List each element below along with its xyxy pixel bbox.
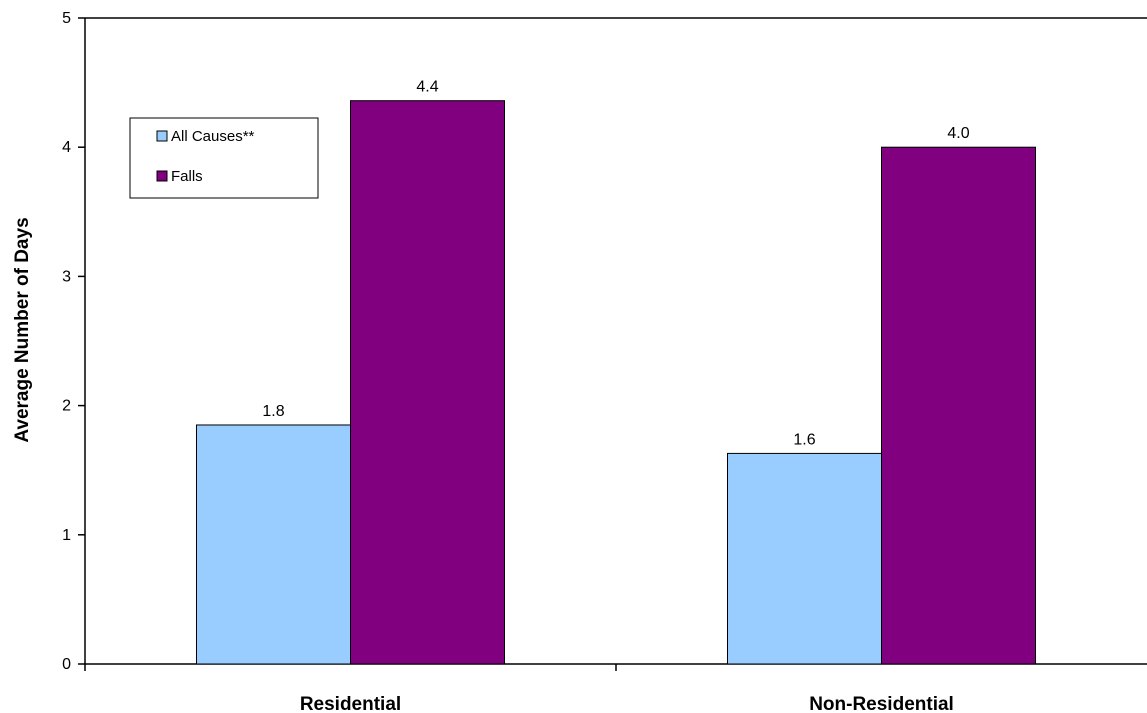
y-tick-label: 2 [62, 398, 71, 415]
data-label: 1.8 [262, 403, 284, 420]
bar-allcauses-nonresidential [727, 452, 882, 665]
plot-area: 0 1 2 3 4 5 1.8 4.4 Residential 1.6 4.0 Non-Residen… [62, 10, 1147, 713]
y-tick-label: 4 [62, 139, 71, 156]
y-tick-label: 1 [62, 527, 71, 544]
y-tick-label: 0 [62, 656, 71, 673]
y-axis-title: Average Number of Days [12, 217, 33, 442]
x-category-label: Non-Residential [809, 694, 954, 713]
bar-falls-nonresidential [881, 146, 1036, 665]
x-category-label: Residential [300, 694, 401, 713]
y-tick-label: 5 [62, 10, 71, 27]
legend-label: Falls [171, 168, 203, 185]
y-tick-label: 3 [62, 268, 71, 285]
bar-allcauses-residential [196, 424, 351, 665]
data-label: 4.4 [416, 79, 438, 96]
data-label: 4.0 [947, 125, 969, 142]
legend: All Causes** Falls [129, 117, 319, 199]
legend-label: All Causes** [171, 128, 255, 145]
legend-swatch [156, 170, 168, 182]
legend-swatch [156, 130, 168, 142]
data-label: 1.6 [793, 431, 815, 448]
bar-falls-residential [350, 100, 505, 665]
